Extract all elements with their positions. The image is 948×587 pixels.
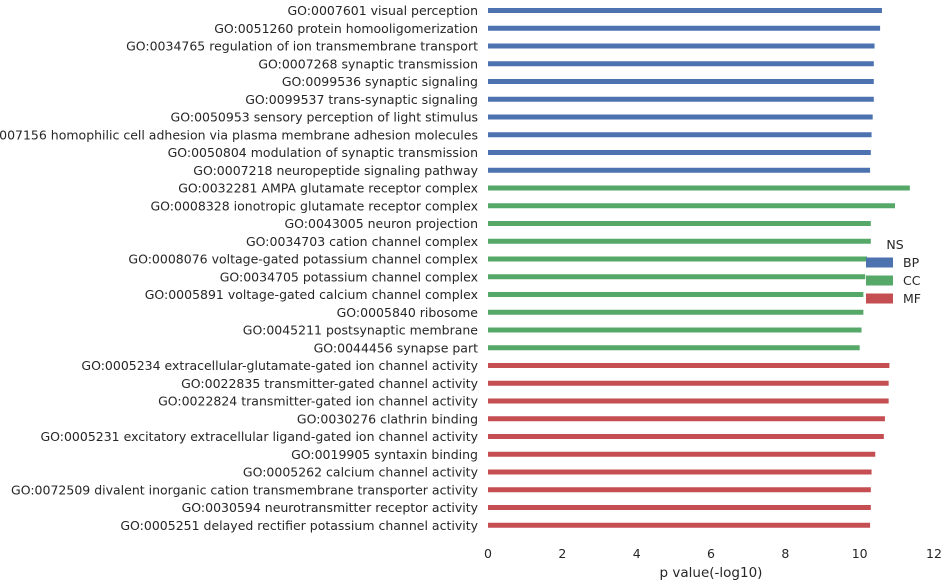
x-tick-label: 2 [558,546,566,561]
bar [488,309,864,315]
category-label: GO:0034705 potassium channel complex [220,269,478,284]
bar [488,256,868,262]
bar [488,434,884,439]
category-label: GO:0008076 voltage-gated potassium chann… [128,252,478,267]
category-label: GO:0007218 neuropeptide signaling pathwa… [193,163,478,178]
bar [488,363,890,368]
category-label: GO:0044456 synapse part [314,340,478,355]
bar [488,132,872,138]
bar [488,43,875,49]
bar [488,487,871,493]
bar [488,505,871,510]
category-label: GO:0050953 sensory perception of light s… [171,110,478,125]
bar [488,61,874,67]
category-label: GO:0099536 synaptic signaling [282,74,478,89]
bar [488,114,873,120]
x-tick-label: 8 [781,546,789,561]
category-label: GO:0005251 delayed rectifier potassium c… [120,518,478,533]
bar [488,292,864,297]
category-label: GO:0032281 AMPA glutamate receptor compl… [178,181,478,196]
category-label: GO:0022824 transmitter-gated ion channel… [158,394,479,409]
legend-label: MF [903,291,921,306]
bar [488,380,889,386]
bar [488,96,874,102]
category-label: GO:0007268 synaptic transmission [258,56,478,71]
x-tick-label: 4 [633,546,641,561]
category-label: GO:0072509 divalent inorganic cation tra… [11,482,479,497]
bar [488,327,862,333]
bar [488,150,871,155]
category-label: GO:0008328 ionotropic glutamate receptor… [151,198,479,213]
category-label: GO:0030276 clathrin binding [297,411,478,426]
x-axis-ticks-group: 0 2 4 6 8 10 12 [484,546,942,561]
legend-label: CC [903,273,921,288]
legend-swatch [866,257,893,268]
bar [488,274,866,280]
bar [488,522,871,528]
bar [488,8,882,13]
category-label: GO:0007156 homophilic cell adhesion via … [0,127,478,142]
category-label: GO:0005231 excitatory extracellular liga… [40,429,478,444]
bar [488,167,871,173]
bar [488,185,910,191]
category-labels-group: GO:0007601 visual perception GO:0051260 p… [0,3,479,533]
category-label: GO:0019905 syntaxin binding [291,447,478,462]
category-label: GO:0034703 cation channel complex [246,234,478,249]
x-tick-label: 10 [852,546,868,561]
category-label: GO:0005262 calcium channel activity [243,465,479,480]
category-label: GO:0005891 voltage-gated calcium channel… [145,287,478,302]
legend-swatch [866,275,893,286]
bar [488,203,895,209]
x-axis-title: p value(-log10) [660,565,763,581]
bar [488,469,872,475]
category-label: GO:0050804 modulation of synaptic transm… [168,145,478,160]
bar [488,451,876,457]
category-label: GO:0005840 ribosome [337,305,479,320]
category-label: GO:0045211 postsynaptic membrane [243,323,479,338]
category-label: GO:0043005 neuron projection [284,216,478,231]
x-tick-label: 0 [484,546,492,561]
legend: NS BP CC MF [866,237,921,306]
bar [488,345,860,351]
bar [488,25,881,31]
bar [488,238,871,244]
category-label: GO:0099537 trans-synaptic signaling [245,92,478,107]
category-label: GO:0005234 extracellular-glutamate-gated… [81,358,478,373]
category-label: GO:0022835 transmitter-gated channel act… [181,376,478,391]
x-tick-label: 12 [926,546,942,561]
bar [488,79,874,84]
x-tick-label: 6 [707,546,715,561]
category-label: GO:0034765 regulation of ion transmembra… [126,39,478,54]
category-label: GO:0051260 protein homooligomerization [214,21,478,36]
bar [488,398,889,404]
legend-label: BP [903,255,920,270]
legend-title: NS [886,237,903,252]
bar [488,221,871,226]
category-label: GO:0007601 visual perception [287,3,478,18]
category-label: GO:0030594 neurotransmitter receptor act… [182,500,479,515]
legend-swatch [866,293,893,304]
bars-group [488,8,910,528]
bar [488,416,885,422]
